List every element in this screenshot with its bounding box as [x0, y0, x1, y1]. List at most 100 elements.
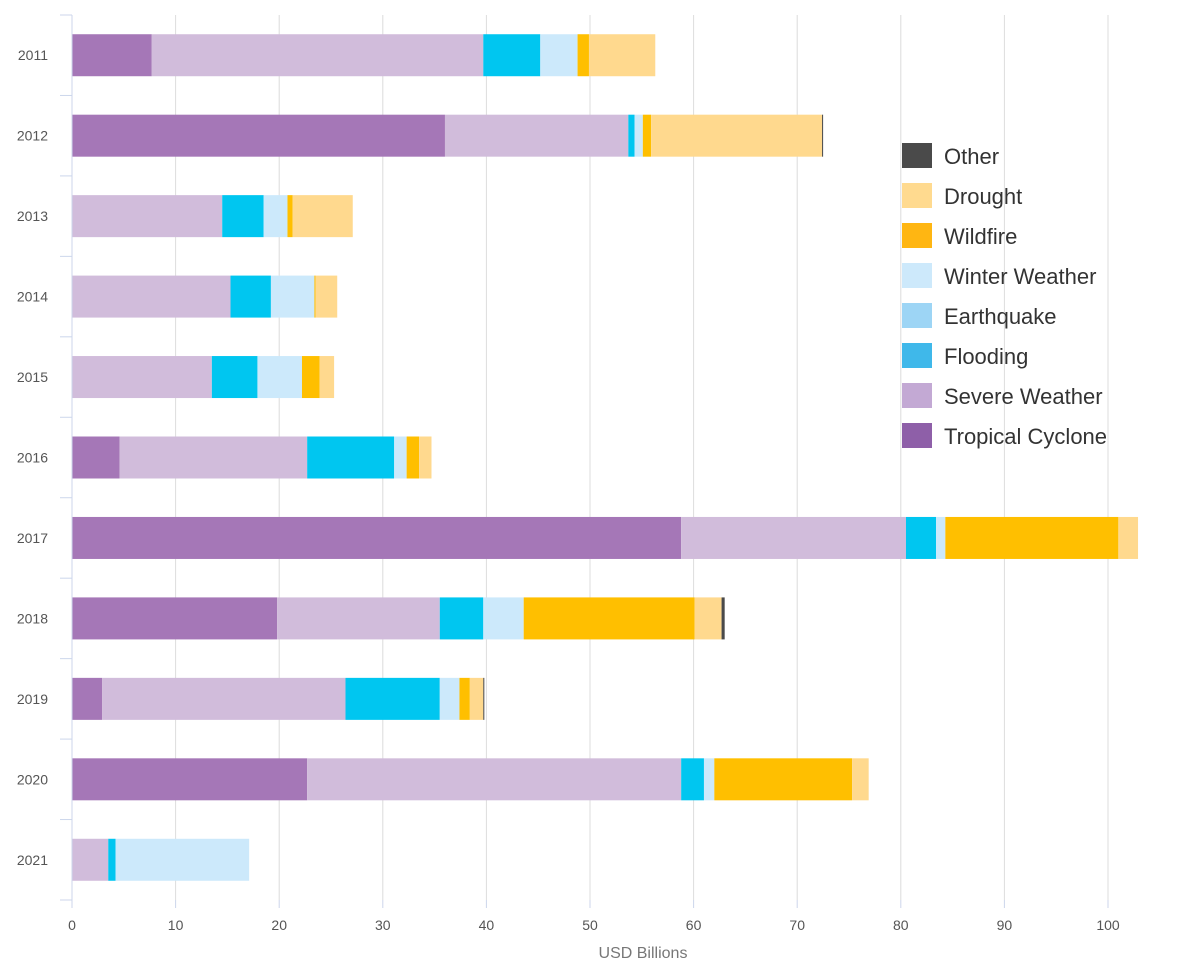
bar-2013-winter-weather [263, 195, 288, 238]
bar-2014-winter-weather [270, 275, 315, 318]
bar-2012-tropical-cyclone [72, 114, 445, 157]
legend-label: Earthquake [944, 304, 1057, 329]
bar-2017-winter-weather [936, 516, 946, 559]
legend-item: Winter Weather [902, 263, 1096, 289]
bar-2021-flooding [108, 838, 116, 881]
legend-swatch [902, 263, 932, 288]
y-tick-label: 2017 [17, 530, 48, 546]
bar-2016-severe-weather [119, 436, 308, 479]
y-tick-label: 2019 [17, 691, 48, 707]
bar-2016-drought [419, 436, 432, 479]
bar-2014-drought [315, 275, 338, 318]
bar-2018-other [721, 597, 725, 640]
bar-2014-severe-weather [72, 275, 231, 318]
legend-label: Flooding [944, 344, 1028, 369]
legend-item: Tropical Cyclone [902, 423, 1107, 449]
bar-2011-winter-weather [540, 34, 578, 77]
bar-2011-tropical-cyclone [72, 34, 152, 77]
legend-item: Earthquake [902, 303, 1057, 329]
bar-2015-drought [319, 356, 335, 399]
bar-2015-severe-weather [72, 356, 212, 399]
legend-item: Wildfire [902, 223, 1017, 249]
legend-swatch [902, 383, 932, 408]
bars [72, 34, 1139, 881]
y-tick-label: 2011 [18, 47, 48, 63]
y-tick-label: 2012 [17, 128, 48, 144]
y-tick-label: 2014 [17, 289, 48, 305]
bar-2013-severe-weather [72, 195, 223, 238]
y-tick-label: 2020 [17, 771, 48, 787]
legend-label: Drought [944, 184, 1022, 209]
legend-item: Drought [902, 183, 1022, 209]
bar-2018-winter-weather [483, 597, 524, 640]
bar-2017-wildfire [945, 516, 1119, 559]
bar-2018-severe-weather [277, 597, 440, 640]
bar-2018-tropical-cyclone [72, 597, 278, 640]
bar-2011-severe-weather [151, 34, 484, 77]
y-tick-label: 2018 [17, 610, 48, 626]
bar-2019-flooding [345, 677, 440, 720]
x-tick-label: 30 [375, 917, 391, 933]
legend-swatch [902, 223, 932, 248]
bar-2016-wildfire [406, 436, 420, 479]
y-tick-label: 2015 [17, 369, 48, 385]
bar-2018-flooding [439, 597, 484, 640]
bar-2012-drought [651, 114, 823, 157]
bar-2019-winter-weather [439, 677, 460, 720]
y-tick-label: 2021 [17, 852, 48, 868]
legend-swatch [902, 143, 932, 168]
x-tick-label: 70 [789, 917, 805, 933]
x-tick-label: 40 [479, 917, 495, 933]
bar-2013-drought [292, 195, 353, 238]
bar-2019-tropical-cyclone [72, 677, 103, 720]
legend: Other Drought Wildfire Winter Weather Earthq… [902, 143, 1107, 449]
bar-2012-other [822, 114, 824, 157]
legend-swatch [902, 343, 932, 368]
x-tick-label: 50 [582, 917, 598, 933]
bar-2015-winter-weather [257, 356, 302, 399]
x-tick-label: 20 [271, 917, 287, 933]
x-tick-label: 10 [168, 917, 184, 933]
bar-2012-wildfire [642, 114, 652, 157]
legend-label: Severe Weather [944, 384, 1103, 409]
legend-label: Wildfire [944, 224, 1017, 249]
x-tick-label: 80 [893, 917, 909, 933]
bar-2020-tropical-cyclone [72, 758, 308, 801]
legend-item: Severe Weather [902, 383, 1103, 409]
bar-2019-drought [469, 677, 484, 720]
bar-2020-wildfire [714, 758, 853, 801]
bar-2020-drought [852, 758, 869, 801]
x-tick-label: 100 [1096, 917, 1120, 933]
bar-2017-severe-weather [681, 516, 906, 559]
bar-2019-wildfire [459, 677, 470, 720]
bar-2017-tropical-cyclone [72, 516, 682, 559]
bar-2018-drought [694, 597, 722, 640]
legend-swatch [902, 303, 932, 328]
x-tick-label: 60 [686, 917, 702, 933]
bar-2018-wildfire [523, 597, 695, 640]
y-tick-label: 2013 [17, 208, 48, 224]
x-tick-label: 0 [68, 917, 76, 933]
x-axis-title: USD Billions [599, 945, 688, 962]
bar-2019-other [483, 677, 485, 720]
bar-2020-winter-weather [703, 758, 715, 801]
bar-2012-flooding [628, 114, 635, 157]
bar-2014-flooding [230, 275, 271, 318]
bar-2016-tropical-cyclone [72, 436, 120, 479]
bar-2021-severe-weather [72, 838, 109, 881]
bar-2017-drought [1118, 516, 1139, 559]
gridlines [175, 15, 1109, 900]
bar-2016-flooding [307, 436, 395, 479]
legend-label: Winter Weather [944, 264, 1096, 289]
bar-2020-severe-weather [307, 758, 682, 801]
legend-label: Other [944, 144, 999, 169]
bar-2011-wildfire [577, 34, 589, 77]
bar-2012-severe-weather [444, 114, 629, 157]
legend-item: Other [902, 143, 999, 169]
bar-2020-flooding [681, 758, 704, 801]
y-tick-label: 2016 [17, 450, 48, 466]
bar-2019-severe-weather [102, 677, 346, 720]
bar-2016-winter-weather [394, 436, 407, 479]
y-axis: 2011 2012 2013 2014 2015 2016 2017 2018 2019 2020… [17, 14, 73, 901]
